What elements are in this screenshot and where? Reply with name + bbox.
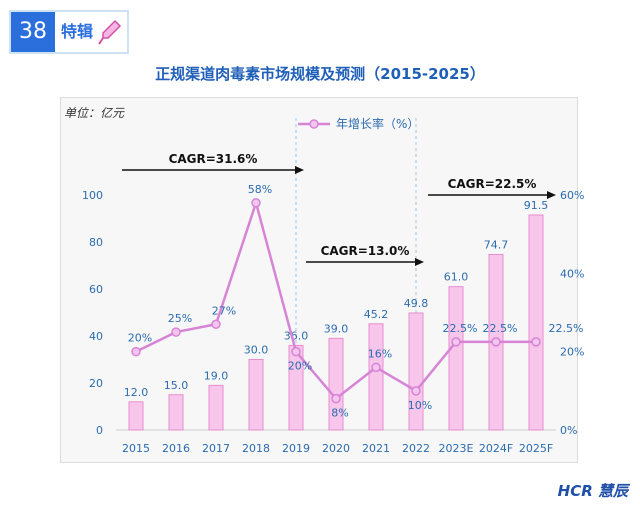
bar-value-label: 61.0: [444, 271, 469, 284]
x-tick-label: 2015: [122, 442, 150, 455]
x-tick-label: 2017: [202, 442, 230, 455]
chart-title: 正规渠道肉毒素市场规模及预测（2015-2025）: [155, 65, 485, 83]
bar-value-label: 12.0: [124, 386, 149, 399]
legend-marker: [309, 119, 319, 129]
y-left-tick-label: 0: [96, 424, 103, 437]
y-left-tick-label: 60: [89, 283, 103, 296]
legend-label: 年增长率（%）: [336, 116, 419, 131]
bar-value-label: 74.7: [484, 238, 509, 251]
growth-point: [491, 337, 501, 347]
bar: [528, 214, 544, 431]
unit-label: 单位：亿元: [64, 106, 125, 120]
pipette-icon: [98, 19, 122, 45]
growth-point: [531, 337, 541, 347]
cagr-arrowhead: [295, 166, 304, 174]
growth-label: 25%: [168, 312, 192, 325]
x-tick-label: 2022: [402, 442, 430, 455]
bar-value-label: 36.0: [284, 329, 309, 342]
bar: [248, 359, 264, 431]
cagr-label: CAGR=22.5%: [448, 177, 537, 191]
growth-label: 20%: [128, 332, 152, 345]
y-right-tick-label: 40%: [560, 267, 584, 280]
growth-label: 8%: [331, 407, 348, 420]
cagr-label: CAGR=31.6%: [169, 152, 258, 166]
growth-label: 22.5%: [443, 322, 478, 335]
growth-point: [371, 362, 381, 373]
cagr-arrowhead: [547, 191, 556, 199]
growth-point: [291, 346, 301, 357]
growth-point: [131, 346, 141, 357]
y-left-tick-label: 20: [89, 377, 103, 390]
cagr-arrowhead: [415, 258, 424, 266]
x-tick-label: 2023E: [439, 442, 474, 455]
bar-value-label: 15.0: [164, 379, 189, 392]
bar-value-label: 91.5: [524, 199, 549, 212]
growth-label: 20%: [288, 360, 312, 373]
y-left-tick-label: 40: [89, 330, 103, 343]
growth-label: 16%: [368, 347, 392, 360]
bar: [408, 312, 424, 431]
cagr-label: CAGR=13.0%: [321, 244, 410, 258]
bar: [448, 286, 464, 431]
bar: [128, 401, 144, 431]
issue-number: 38: [11, 12, 55, 52]
growth-label: 10%: [408, 399, 432, 412]
x-tick-label: 2019: [282, 442, 310, 455]
bar: [328, 337, 344, 431]
bar-value-label: 39.0: [324, 322, 349, 335]
brand-logo: HCR 慧辰: [557, 482, 628, 500]
issue-label: 特辑: [61, 22, 94, 41]
growth-label: 22.5%: [483, 322, 518, 335]
bar-value-label: 19.0: [204, 369, 229, 382]
bar-value-label: 49.8: [404, 297, 429, 310]
bar: [288, 344, 304, 431]
x-tick-label: 2025F: [519, 442, 553, 455]
growth-label: 27%: [212, 304, 236, 317]
x-tick-label: 2016: [162, 442, 190, 455]
growth-label: 58%: [248, 183, 272, 196]
growth-point: [171, 327, 181, 337]
x-tick-label: 2018: [242, 442, 270, 455]
bar: [368, 323, 384, 431]
growth-point: [451, 337, 461, 347]
growth-point: [411, 386, 421, 396]
issue-badge: 38 特辑: [9, 10, 129, 54]
bar-value-label: 45.2: [364, 308, 389, 321]
x-tick-label: 2021: [362, 442, 390, 455]
y-right-tick-label: 20%: [560, 346, 584, 359]
y-left-tick-label: 80: [89, 236, 103, 249]
y-right-tick-label: 0%: [560, 424, 577, 437]
bar: [208, 384, 224, 431]
x-tick-label: 2024F: [479, 442, 513, 455]
growth-label: 22.5%: [549, 322, 584, 335]
growth-point: [251, 198, 261, 208]
y-left-tick-label: 100: [82, 189, 103, 202]
growth-point: [211, 319, 221, 329]
bar-value-label: 30.0: [244, 344, 269, 357]
growth-point: [331, 393, 341, 404]
x-tick-label: 2020: [322, 442, 350, 455]
bar: [168, 394, 184, 431]
y-right-tick-label: 60%: [560, 189, 584, 202]
